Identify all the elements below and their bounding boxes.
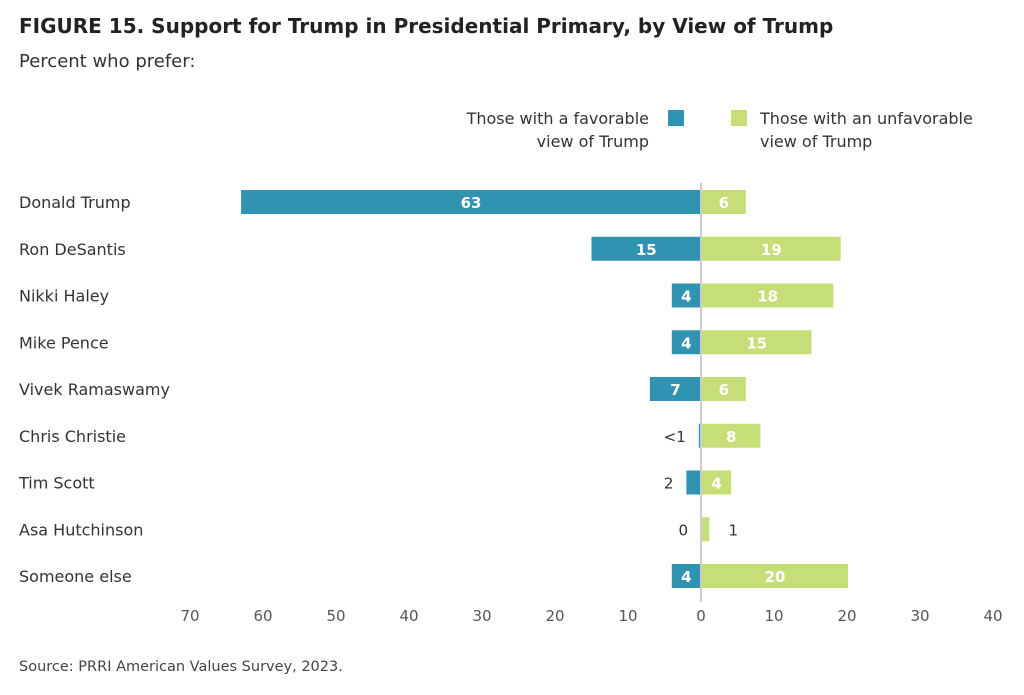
bar-unfavorable bbox=[702, 517, 710, 542]
bar-unfavorable bbox=[702, 330, 812, 355]
data-label-unfavorable: 6 bbox=[719, 194, 729, 212]
legend-label-unfavorable: view of Trump bbox=[760, 132, 872, 151]
data-label-unfavorable: 18 bbox=[757, 288, 778, 306]
bar-unfavorable bbox=[702, 283, 834, 308]
chart-title: FIGURE 15. Support for Trump in Presiden… bbox=[19, 14, 834, 38]
x-tick-label: 10 bbox=[618, 607, 637, 625]
bar-favorable bbox=[671, 283, 701, 308]
data-label-unfavorable: 1 bbox=[729, 521, 739, 539]
x-tick-label: 40 bbox=[399, 607, 418, 625]
data-label-favorable: 15 bbox=[636, 241, 657, 259]
bar-favorable bbox=[698, 423, 701, 448]
chart-row: Someone else 4 20 bbox=[19, 564, 848, 588]
legend-swatch-favorable bbox=[668, 110, 684, 126]
legend-swatch-unfavorable bbox=[731, 110, 747, 126]
bar-favorable bbox=[671, 564, 701, 588]
data-label-unfavorable: 19 bbox=[761, 241, 782, 259]
x-tick-label: 30 bbox=[910, 607, 929, 625]
chart-row: Chris Christie <1 8 bbox=[19, 423, 761, 448]
chart-row: Asa Hutchinson 0 1 bbox=[19, 517, 739, 542]
category-label: Donald Trump bbox=[19, 193, 131, 212]
chart-row: Donald Trump 63 6 bbox=[19, 190, 746, 214]
legend-label-unfavorable: Those with an unfavorable bbox=[759, 109, 973, 128]
category-label: Chris Christie bbox=[19, 427, 126, 446]
bar-favorable bbox=[241, 190, 701, 214]
bar-unfavorable bbox=[702, 377, 746, 401]
category-label: Mike Pence bbox=[19, 333, 109, 352]
category-label: Asa Hutchinson bbox=[19, 520, 143, 539]
data-label-unfavorable: 4 bbox=[711, 475, 721, 493]
legend-label-favorable: view of Trump bbox=[537, 132, 649, 151]
data-label-unfavorable: 15 bbox=[746, 334, 767, 352]
x-tick-label: 40 bbox=[983, 607, 1002, 625]
bar-favorable bbox=[671, 330, 701, 355]
data-label-favorable: 4 bbox=[681, 334, 691, 352]
category-label: Nikki Haley bbox=[19, 287, 109, 306]
bar-favorable bbox=[686, 470, 701, 495]
category-label: Tim Scott bbox=[18, 474, 95, 493]
legend: Those with a favorable view of Trump Those… bbox=[466, 109, 973, 151]
x-tick-label: 70 bbox=[180, 607, 199, 625]
bar-unfavorable bbox=[702, 423, 761, 448]
x-axis-ticks: 70 60 50 40 30 20 10 0 10 20 30 40 bbox=[180, 607, 1002, 625]
bar-favorable bbox=[649, 377, 701, 401]
chart-row: Nikki Haley 4 18 bbox=[19, 283, 834, 308]
chart-subtitle: Percent who prefer: bbox=[19, 51, 196, 72]
legend-label-favorable: Those with a favorable bbox=[466, 109, 649, 128]
x-tick-label: 30 bbox=[472, 607, 491, 625]
chart-row: Ron DeSantis 15 19 bbox=[19, 236, 841, 261]
data-label-favorable: 4 bbox=[681, 568, 691, 586]
data-label-favorable: 2 bbox=[664, 475, 674, 493]
data-label-favorable: 7 bbox=[670, 381, 680, 399]
category-label: Vivek Ramaswamy bbox=[19, 380, 170, 399]
data-label-unfavorable: 6 bbox=[719, 381, 729, 399]
x-tick-label: 20 bbox=[837, 607, 856, 625]
bar-unfavorable bbox=[702, 470, 732, 495]
data-label-unfavorable: 20 bbox=[765, 568, 786, 586]
x-tick-label: 60 bbox=[253, 607, 272, 625]
chart-row: Vivek Ramaswamy 7 6 bbox=[19, 377, 746, 401]
data-label-unfavorable: 8 bbox=[726, 428, 736, 446]
bar-unfavorable bbox=[702, 236, 841, 261]
data-label-favorable: 63 bbox=[461, 194, 482, 212]
chart-row: Mike Pence 4 15 bbox=[19, 330, 812, 355]
data-label-favorable: <1 bbox=[664, 428, 686, 446]
bar-favorable bbox=[591, 236, 701, 261]
chart-row: Tim Scott 2 4 bbox=[18, 470, 732, 495]
x-tick-label: 0 bbox=[696, 607, 706, 625]
x-tick-label: 50 bbox=[326, 607, 345, 625]
x-tick-label: 20 bbox=[545, 607, 564, 625]
category-label: Ron DeSantis bbox=[19, 240, 126, 259]
data-label-favorable: 4 bbox=[681, 288, 691, 306]
data-label-favorable: 0 bbox=[678, 521, 688, 539]
bar-unfavorable bbox=[702, 190, 746, 214]
x-tick-label: 10 bbox=[764, 607, 783, 625]
bar-unfavorable bbox=[702, 564, 848, 588]
category-label: Someone else bbox=[19, 567, 132, 586]
chart-rows: Donald Trump 63 6 Ron DeSantis 15 19 Nikki Hal… bbox=[18, 190, 848, 588]
source-note: Source: PRRI American Values Survey, 202… bbox=[19, 659, 343, 675]
